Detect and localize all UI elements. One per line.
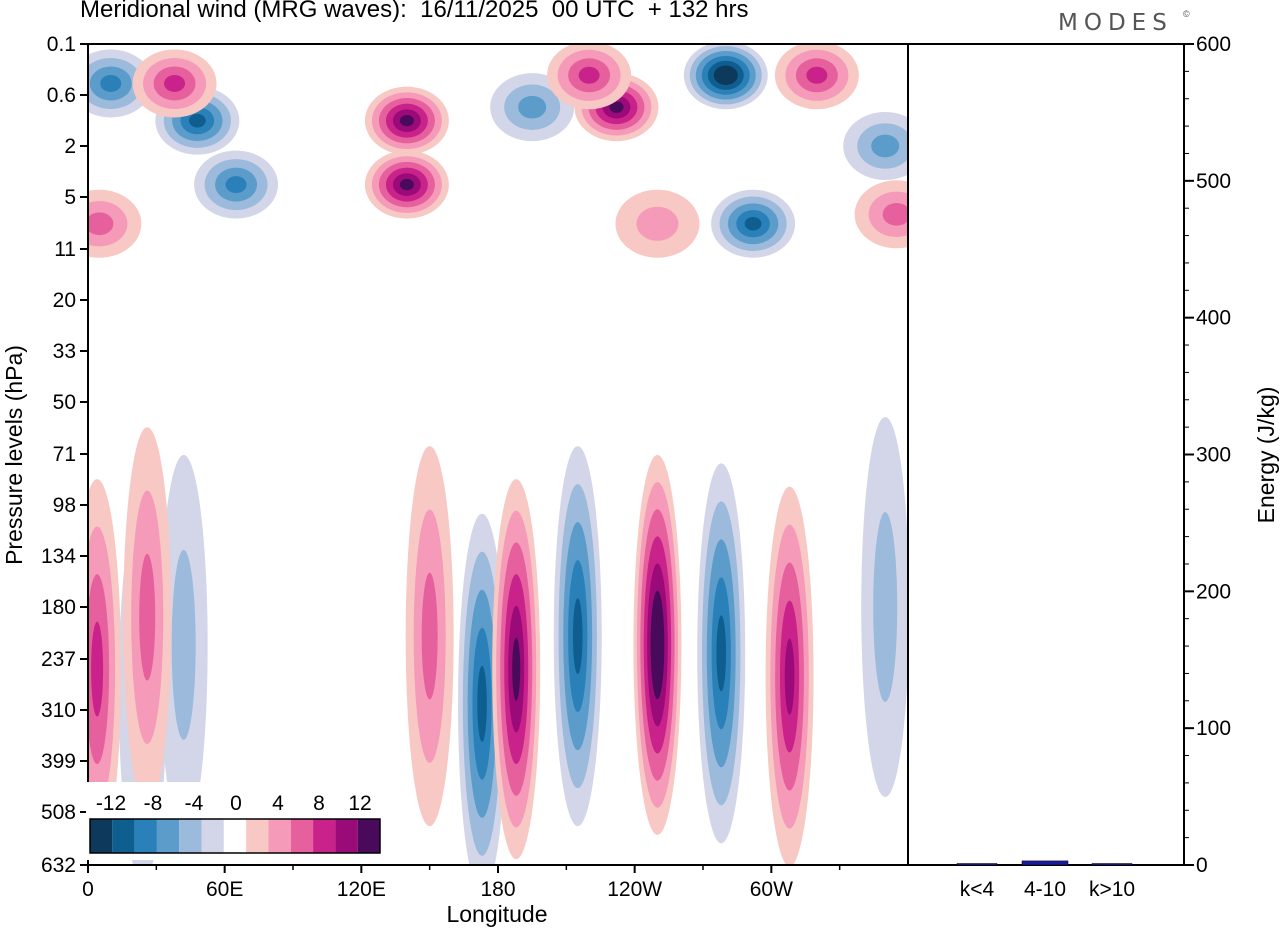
upper-wave-cell-5-level-5 bbox=[399, 178, 414, 191]
energy-tick-label: 0 bbox=[1196, 854, 1208, 877]
upper-wave-cell-11-level-1 bbox=[636, 206, 679, 241]
energy-bar-k<4 bbox=[956, 863, 998, 866]
lower-wave-cell-5-level-4 bbox=[784, 638, 795, 715]
energy-axis-title: Energy (J/kg) bbox=[1253, 387, 1279, 524]
pressure-tick-label: 5 bbox=[64, 186, 76, 209]
colorbar-label: 12 bbox=[348, 792, 371, 815]
upper-wave-cell-10-level-4 bbox=[744, 216, 762, 231]
colorbar: -12 -8 -4 0 4 8 12 bbox=[86, 782, 384, 860]
colorbar-swatch bbox=[335, 819, 358, 853]
upper-wave-cell-0-level-3 bbox=[100, 74, 122, 92]
lower-wave-cell-7-level-1 bbox=[171, 549, 196, 740]
colorbar-border bbox=[89, 818, 381, 854]
pressure-tick-label: 134 bbox=[41, 545, 76, 568]
energy-bar-4-10 bbox=[1021, 860, 1069, 866]
upper-wave-cell-12-level-2 bbox=[88, 212, 114, 236]
upper-wave-cell-7-level-5 bbox=[609, 101, 624, 113]
upper-wave-cell-13-level-2 bbox=[871, 134, 900, 158]
pressure-tick-label: 98 bbox=[53, 494, 76, 517]
pressure-tick-label: 632 bbox=[41, 854, 76, 877]
lower-wave-cell-11-level-3 bbox=[91, 621, 104, 717]
pressure-tick-label: 180 bbox=[41, 596, 76, 619]
energy-category-label: k>10 bbox=[1089, 878, 1135, 901]
x-axis-title: Longitude bbox=[446, 901, 547, 927]
pressure-tick-label: 310 bbox=[41, 699, 76, 722]
energy-category-label: k<4 bbox=[960, 878, 995, 901]
colorbar-swatch bbox=[112, 819, 135, 853]
longitude-tick-label: 60W bbox=[750, 878, 793, 901]
pressure-tick-label: 399 bbox=[41, 750, 76, 773]
energy-category-label: 4-10 bbox=[1024, 878, 1066, 901]
colorbar-swatch bbox=[313, 819, 336, 853]
wind-field bbox=[88, 44, 908, 865]
lower-wave-cell-2-level-4 bbox=[572, 598, 583, 675]
pressure-tick-label: 11 bbox=[54, 238, 76, 261]
lower-wave-cell-6-level-2 bbox=[421, 572, 438, 700]
colorbar-swatch bbox=[246, 819, 269, 853]
colorbar-label: -4 bbox=[185, 792, 204, 815]
pressure-axis: 0.1 0.6 2 5 11 20 33 50 71 98 134 180 237 310 399 508 63… bbox=[41, 33, 88, 877]
modes-logo: MODES bbox=[1058, 10, 1173, 36]
upper-wave-cell-1-level-4 bbox=[188, 113, 206, 128]
longitude-tick-label: 0 bbox=[82, 878, 94, 901]
energy-tick-label: 300 bbox=[1196, 444, 1231, 467]
colorbar-swatch bbox=[179, 819, 202, 853]
energy-tick-label: 600 bbox=[1196, 33, 1231, 56]
upper-wave-cell-8-level-3 bbox=[578, 66, 600, 84]
pressure-tick-label: 0.6 bbox=[47, 84, 76, 107]
upper-wave-cell-3-level-3 bbox=[225, 176, 247, 194]
lower-wave-cell-3-level-6 bbox=[654, 617, 661, 673]
upper-wave-cell-4-level-5 bbox=[399, 115, 414, 127]
upper-wave-cell-15-level-3 bbox=[806, 66, 828, 84]
longitude-tick-label: 120W bbox=[607, 878, 662, 901]
pressure-tick-label: 0.1 bbox=[47, 33, 76, 56]
upper-wave-cell-6-level-2 bbox=[518, 95, 547, 119]
lower-wave-cell-1-level-5 bbox=[512, 637, 521, 701]
energy-tick-label: 100 bbox=[1196, 717, 1231, 740]
colorbar-swatch bbox=[201, 819, 224, 853]
logo-copyright-mark: © bbox=[1183, 9, 1190, 19]
colorbar-swatch bbox=[357, 819, 380, 853]
lower-wave-cell-9-level-2 bbox=[139, 553, 156, 681]
colorbar-swatch bbox=[90, 819, 113, 853]
colorbar-label: -8 bbox=[144, 792, 163, 815]
energy-tick-label: 400 bbox=[1196, 307, 1231, 330]
pressure-tick-label: 71 bbox=[53, 443, 76, 466]
lower-wave-cell-0-level-4 bbox=[477, 665, 487, 742]
energy-panel-frame bbox=[907, 43, 1185, 866]
energy-tick-label: 200 bbox=[1196, 580, 1231, 603]
lower-wave-cell-4-level-4 bbox=[716, 615, 727, 692]
energy-bars: k<4 4-10 k>10 bbox=[956, 860, 1135, 901]
energy-tick-label: 500 bbox=[1196, 170, 1231, 193]
energy-axis: 0 100 200 300 400 500 600 bbox=[1184, 33, 1231, 877]
pressure-tick-label: 237 bbox=[41, 648, 76, 671]
longitude-tick-label: 120E bbox=[337, 878, 386, 901]
upper-wave-cell-2-level-3 bbox=[164, 74, 186, 92]
lower-wave-cell-10-level-1 bbox=[873, 512, 898, 702]
upper-wave-cell-9-level-6 bbox=[719, 70, 732, 81]
longitude-tick-label: 180 bbox=[480, 878, 515, 901]
colorbar-swatch bbox=[156, 819, 180, 853]
energy-bar-k>10 bbox=[1091, 863, 1133, 866]
colorbar-swatch bbox=[290, 819, 314, 853]
pressure-tick-label: 33 bbox=[53, 340, 76, 363]
colorbar-swatch bbox=[268, 819, 291, 853]
pressure-tick-label: 508 bbox=[41, 801, 76, 824]
y-axis-title: Pressure levels (hPa) bbox=[1, 345, 27, 565]
chart-title: Meridional wind (MRG waves): 16/11/2025 … bbox=[80, 0, 749, 23]
upper-wave-cell-14-level-2 bbox=[882, 202, 908, 226]
colorbar-label: -12 bbox=[96, 792, 126, 815]
colorbar-label: 0 bbox=[230, 792, 242, 815]
colorbar-swatch bbox=[223, 819, 247, 853]
pressure-tick-label: 2 bbox=[64, 135, 76, 158]
colorbar-swatch bbox=[134, 819, 157, 853]
longitude-axis: 0 60E 120E 180 120W 60W bbox=[82, 865, 841, 901]
pressure-tick-label: 20 bbox=[53, 289, 76, 312]
colorbar-label: 4 bbox=[272, 792, 284, 815]
pressure-tick-label: 50 bbox=[53, 391, 76, 414]
longitude-tick-label: 60E bbox=[206, 878, 243, 901]
colorbar-label: 8 bbox=[313, 792, 325, 815]
